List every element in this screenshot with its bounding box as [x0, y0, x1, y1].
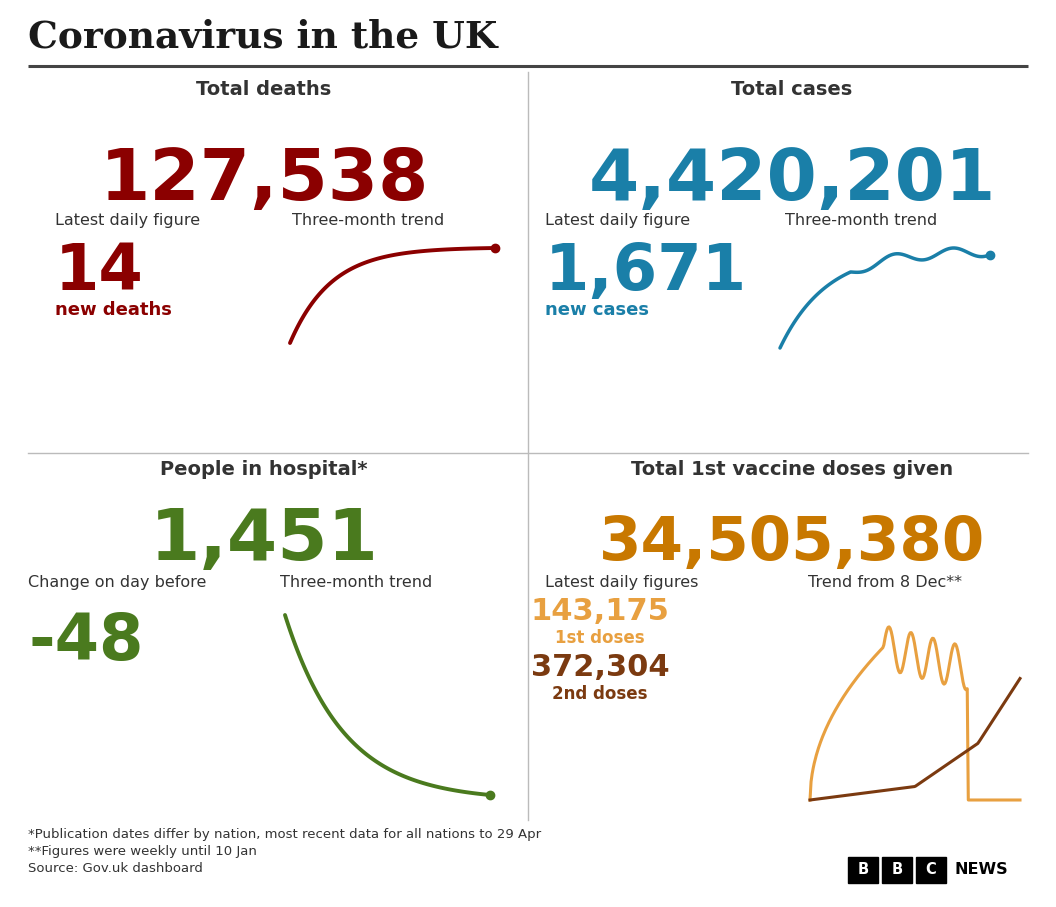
Text: 1,451: 1,451 [150, 506, 378, 575]
Text: -48: -48 [29, 611, 144, 673]
Text: Three-month trend: Three-month trend [785, 213, 938, 228]
Text: Trend from 8 Dec**: Trend from 8 Dec** [808, 575, 962, 590]
Text: Source: Gov.uk dashboard: Source: Gov.uk dashboard [29, 862, 203, 875]
Text: 1,671: 1,671 [545, 241, 748, 303]
Text: 372,304: 372,304 [531, 653, 670, 682]
Text: NEWS: NEWS [955, 863, 1008, 877]
Text: 2nd doses: 2nd doses [552, 685, 647, 703]
Text: Change on day before: Change on day before [29, 575, 206, 590]
Text: 127,538: 127,538 [99, 146, 429, 215]
Text: 1st doses: 1st doses [555, 629, 645, 647]
Bar [848, 857, 878, 883]
Text: 143,175: 143,175 [530, 597, 670, 626]
Text: Coronavirus in the UK: Coronavirus in the UK [29, 19, 497, 56]
Text: B: B [891, 863, 903, 877]
Text: C: C [926, 863, 937, 877]
Text: new deaths: new deaths [55, 301, 172, 319]
Text: Latest daily figure: Latest daily figure [55, 213, 201, 228]
Bar [916, 857, 946, 883]
Text: Total 1st vaccine doses given: Total 1st vaccine doses given [630, 460, 954, 479]
Bar [882, 857, 912, 883]
Text: 34,505,380: 34,505,380 [599, 514, 985, 573]
Text: new cases: new cases [545, 301, 649, 319]
Text: Three-month trend: Three-month trend [280, 575, 432, 590]
Text: People in hospital*: People in hospital* [161, 460, 367, 479]
Text: B: B [857, 863, 869, 877]
Text: Three-month trend: Three-month trend [293, 213, 445, 228]
Text: Total cases: Total cases [732, 80, 852, 99]
Text: Latest daily figure: Latest daily figure [545, 213, 691, 228]
Text: Latest daily figures: Latest daily figures [545, 575, 698, 590]
Text: Total deaths: Total deaths [196, 80, 332, 99]
Text: 14: 14 [55, 241, 144, 303]
Text: **Figures were weekly until 10 Jan: **Figures were weekly until 10 Jan [29, 845, 257, 858]
Text: *Publication dates differ by nation, most recent data for all nations to 29 Apr: *Publication dates differ by nation, mos… [29, 828, 541, 841]
Text: 4,420,201: 4,420,201 [588, 146, 996, 215]
